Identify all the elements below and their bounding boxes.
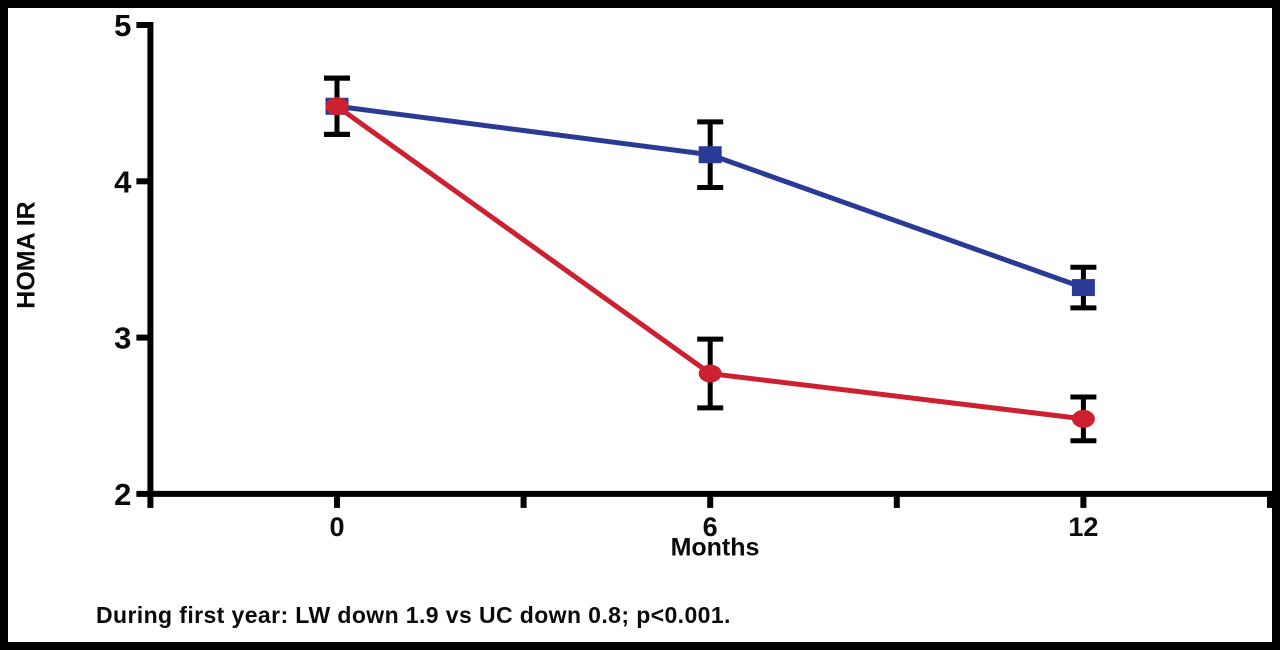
y-tick-label: 3 [114,321,131,356]
x-tick-label: 0 [329,512,344,542]
x-axis-title: Months [670,533,760,562]
y-tick-label: 2 [114,477,131,512]
y-axis-title: HOMA IR [12,201,41,309]
marker-square-uc [698,146,722,164]
marker-square-uc [1071,279,1095,297]
x-tick-label: 6 [703,512,718,542]
marker-circle-lw [325,97,349,116]
marker-circle-lw [698,364,722,383]
x-tick-label: 12 [1068,512,1098,542]
figure-caption: During first year: LW down 1.9 vs UC dow… [96,602,731,628]
y-tick-label: 5 [114,8,131,43]
marker-circle-lw [1071,409,1095,428]
y-tick-label: 4 [114,164,132,199]
